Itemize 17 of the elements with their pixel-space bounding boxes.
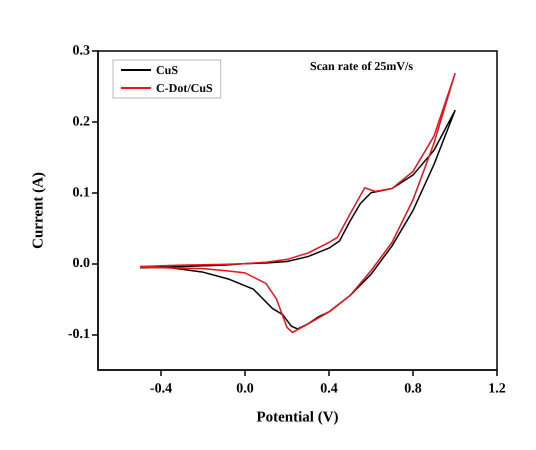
x-tick-label: 0.0	[236, 382, 254, 396]
y-tick-label: 0.3	[72, 44, 90, 58]
x-axis-title: Potential (V)	[256, 410, 339, 426]
x-tick-label: 1.2	[488, 382, 506, 396]
y-tick-label: 0.2	[72, 114, 90, 130]
y-tick-label: 0.0	[72, 256, 90, 272]
line-series	[139, 110, 456, 330]
x-tick-label: -0.4	[150, 382, 172, 396]
legend-label: C-Dot/CuS	[156, 81, 213, 95]
annotation: Scan rate of 25mV/s	[310, 59, 414, 73]
x-tick-label: 0.8	[404, 382, 422, 396]
y-tick-label: -0.1	[68, 327, 90, 342]
line-series	[139, 72, 456, 334]
y-tick-label: 0.1	[72, 185, 90, 200]
x-tick-label: 0.4	[320, 382, 338, 396]
y-axis-title: Current (A)	[30, 172, 46, 249]
legend-label: CuS	[156, 63, 178, 77]
